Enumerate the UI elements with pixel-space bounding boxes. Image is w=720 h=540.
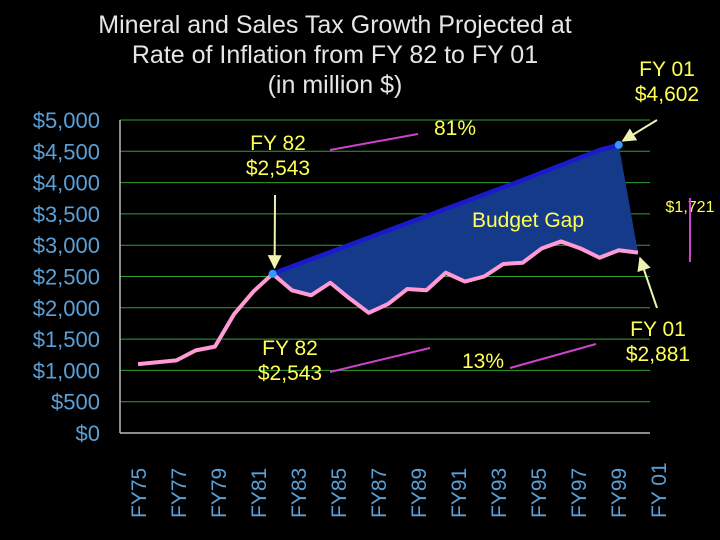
data-point-fy01-projected bbox=[614, 140, 623, 149]
x-tick-label: FY83 bbox=[288, 468, 311, 518]
x-tick-label: FY97 bbox=[568, 468, 591, 518]
budget-gap-area bbox=[272, 144, 638, 313]
x-tick-label: FY87 bbox=[368, 468, 391, 518]
x-tick-label: FY77 bbox=[168, 468, 191, 518]
annotation-line: FY 01 bbox=[639, 58, 695, 81]
y-tick-label: $2,500 bbox=[33, 265, 100, 290]
y-tick-label: $3,000 bbox=[33, 233, 100, 258]
y-tick-label: $1,000 bbox=[33, 358, 100, 383]
annotation-line: FY 82 bbox=[250, 132, 306, 155]
y-tick-label: $2,000 bbox=[33, 296, 100, 321]
annotation-line: $2,881 bbox=[626, 343, 690, 366]
y-tick-label: $3,500 bbox=[33, 202, 100, 227]
annotation-line: FY 82 bbox=[262, 337, 318, 360]
y-tick-label: $500 bbox=[51, 390, 100, 415]
annotation-line: Budget Gap bbox=[472, 209, 584, 232]
y-tick-label: $4,500 bbox=[33, 139, 100, 164]
x-tick-label: FY75 bbox=[128, 468, 151, 518]
y-tick-label: $5,000 bbox=[33, 108, 100, 133]
chart-title: Mineral and Sales Tax Growth Projected a… bbox=[40, 10, 630, 100]
x-tick-label: FY79 bbox=[208, 468, 231, 518]
y-tick-label: $4,000 bbox=[33, 171, 100, 196]
chart-title-line-2: Rate of Inflation from FY 82 to FY 01 bbox=[131, 41, 539, 69]
annotation-line: $2,543 bbox=[246, 157, 310, 180]
chart-title-line-3: (in million $) bbox=[267, 71, 403, 99]
x-tick-label: FY91 bbox=[448, 468, 471, 518]
series-line-inflation bbox=[271, 142, 620, 276]
x-tick-label: FY85 bbox=[328, 468, 351, 518]
annotation-connector bbox=[329, 133, 419, 151]
annotation-arrow bbox=[621, 119, 658, 142]
annotation-label: FY 82 $2,543 bbox=[246, 132, 310, 180]
chart-title-line-1: Mineral and Sales Tax Growth Projected a… bbox=[98, 11, 572, 39]
annotation-line: 13% bbox=[462, 350, 504, 373]
annotation-line: 81% bbox=[434, 117, 476, 140]
x-tick-label: FY81 bbox=[248, 468, 271, 518]
annotation-label: FY 82 $2,543 bbox=[258, 337, 322, 385]
series-line-mineral-sales-tax bbox=[137, 239, 639, 367]
x-tick-label: FY93 bbox=[488, 468, 511, 518]
y-tick-label: $0 bbox=[76, 421, 100, 446]
annotation-connector bbox=[329, 347, 431, 373]
annotation-label: 13% bbox=[462, 350, 504, 373]
x-tick-label: FY99 bbox=[608, 468, 631, 518]
annotation-label: FY 01 $4,602 bbox=[635, 58, 699, 106]
annotation-label: 81% bbox=[434, 117, 476, 140]
annotation-line: $2,543 bbox=[258, 362, 322, 385]
annotation-label: Budget Gap bbox=[472, 209, 584, 232]
annotation-arrow bbox=[637, 256, 658, 309]
y-tick-label: $1,500 bbox=[33, 327, 100, 352]
data-point-fy82 bbox=[268, 269, 277, 278]
annotation-line: FY 01 bbox=[630, 318, 686, 341]
x-tick-label: FY 01 bbox=[648, 462, 671, 518]
annotation-connector bbox=[509, 343, 597, 369]
annotation-line: $4,602 bbox=[635, 83, 699, 106]
x-tick-label: FY89 bbox=[408, 468, 431, 518]
x-tick-label: FY95 bbox=[528, 468, 551, 518]
annotation-label: FY 01 $2,881 bbox=[626, 318, 690, 366]
